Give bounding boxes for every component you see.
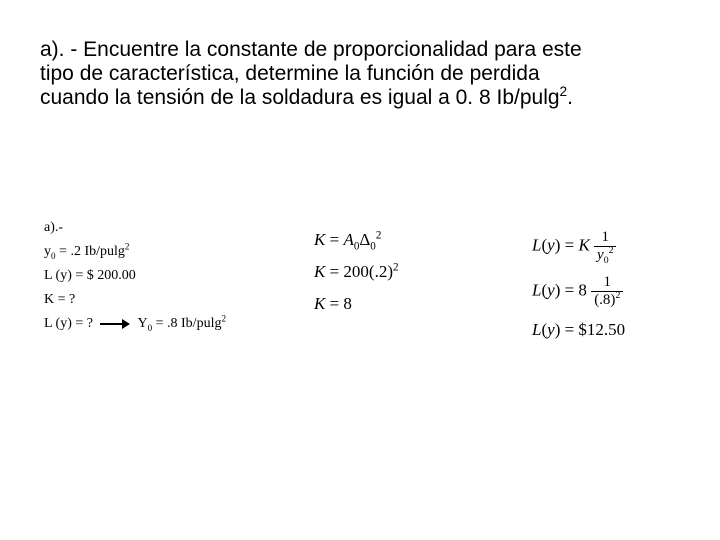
- question-text: a). - Encuentre la constante de proporci…: [40, 38, 600, 110]
- frac-1: 1 y02: [594, 230, 616, 263]
- r1d: ) =: [555, 235, 579, 254]
- r3d: ) = $12.50: [555, 320, 626, 339]
- m1b: =: [325, 230, 343, 249]
- mid-m1: K = A0Δ02: [314, 230, 484, 250]
- m1eexp: 2: [376, 229, 382, 241]
- r2denexp: 2: [615, 290, 620, 301]
- r1denexp: 2: [609, 245, 614, 256]
- q-prefix: a). -: [40, 38, 83, 61]
- col-left: a).- y0 = .2 Ib/pulg2 L (y) = $ 200.00 K…: [44, 220, 294, 340]
- m1c: A: [343, 230, 353, 249]
- r3c: y: [547, 320, 555, 339]
- mid-m3: K = 8: [314, 294, 484, 314]
- l1a: y: [44, 244, 51, 259]
- r1densub: 0: [604, 255, 609, 266]
- left-l4: L (y) = ? Y0 = .8 Ib/pulg2: [44, 316, 294, 332]
- l4a: L (y) = ?: [44, 316, 93, 331]
- col-mid: K = A0Δ02 K = 200(.2)2 K = 8: [314, 230, 484, 326]
- r2c: y: [547, 280, 555, 299]
- left-l0: a).-: [44, 220, 294, 236]
- r1dena: y: [597, 247, 604, 263]
- m2a: K: [314, 262, 325, 281]
- r1c: y: [547, 235, 555, 254]
- slide: a). - Encuentre la constante de proporci…: [0, 0, 720, 540]
- right-r3: L(y) = $12.50: [532, 320, 702, 340]
- m1dsub: 0: [370, 240, 376, 252]
- mid-m2: K = 200(.2)2: [314, 262, 484, 282]
- frac-2: 1 (.8)2: [591, 275, 623, 308]
- right-r1: L(y) = K 1 y02: [532, 230, 702, 263]
- left-l1: y0 = .2 Ib/pulg2: [44, 244, 294, 260]
- m3b: = 8: [325, 294, 352, 313]
- col-right: L(y) = K 1 y02 L(y) = 8 1 (.8)2 L(y) = $…: [532, 230, 702, 352]
- l4exp: 2: [221, 313, 226, 323]
- m3a: K: [314, 294, 325, 313]
- r2d: ) = 8: [555, 280, 587, 299]
- l1exp: 2: [125, 241, 130, 251]
- arrow-icon: [100, 320, 130, 328]
- q-exp: 2: [560, 84, 568, 99]
- m2b: = 200(.2): [325, 262, 393, 281]
- r2dena: (.8): [594, 292, 615, 308]
- q-body: Encuentre la constante de proporcionalid…: [40, 38, 582, 109]
- left-l3: K = ?: [44, 292, 294, 308]
- m2exp: 2: [393, 261, 399, 273]
- right-r2: L(y) = 8 1 (.8)2: [532, 275, 702, 308]
- r1e: K: [578, 235, 589, 254]
- l4b: Y: [137, 316, 147, 331]
- m1d: Δ: [359, 230, 370, 249]
- q-suffix: .: [567, 86, 573, 109]
- l1b: = .2 Ib/pulg: [56, 244, 125, 259]
- r1den: y02: [594, 247, 616, 263]
- r2den: (.8)2: [591, 292, 623, 308]
- l4c: = .8 Ib/pulg: [152, 316, 221, 331]
- m1a: K: [314, 230, 325, 249]
- left-l2: L (y) = $ 200.00: [44, 268, 294, 284]
